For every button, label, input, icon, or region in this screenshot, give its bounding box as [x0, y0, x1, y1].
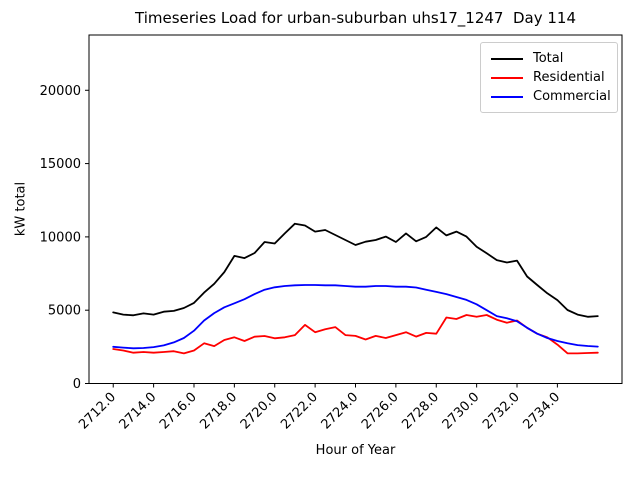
legend-label: Residential: [533, 70, 605, 85]
legend-entry: Residential: [491, 68, 609, 87]
y-tick-label: 15000: [40, 157, 81, 172]
y-tick-label: 10000: [40, 230, 81, 245]
legend-line-sample: [491, 95, 523, 98]
x-tick-label: 2716.0: [157, 390, 200, 433]
legend: Total Residential Commercial: [480, 42, 618, 113]
x-tick-label: 2724.0: [319, 390, 362, 433]
y-axis-label: kW total: [13, 181, 29, 237]
x-tick-label: 2712.0: [76, 390, 119, 433]
x-tick-label: 2722.0: [278, 390, 321, 433]
x-axis-label: Hour of Year: [315, 443, 396, 458]
legend-line-sample: [491, 76, 523, 79]
x-tick-label: 2728.0: [399, 390, 442, 433]
x-tick-label: 2714.0: [117, 390, 160, 433]
y-tick-label: 5000: [48, 304, 81, 319]
legend-entry: Total: [491, 49, 609, 68]
chart-title: Timeseries Load for urban-suburban uhs17…: [135, 9, 576, 27]
legend-label: Total: [533, 51, 564, 66]
legend-line-sample: [491, 57, 523, 60]
x-tick-label: 2732.0: [480, 390, 523, 433]
legend-label: Commercial: [533, 89, 611, 104]
series-line-total: [112, 222, 599, 318]
series-line-commercial: [112, 284, 599, 350]
x-tick-label: 2726.0: [359, 390, 402, 433]
series-line-residential: [112, 314, 599, 355]
x-tick-label: 2718.0: [197, 390, 240, 433]
x-tick-label: 2734.0: [520, 390, 563, 433]
x-tick-label: 2720.0: [238, 390, 281, 433]
legend-entry: Commercial: [491, 87, 611, 106]
y-tick-label: 0: [73, 377, 81, 392]
x-tick-label: 2730.0: [440, 390, 483, 433]
y-tick-label: 20000: [40, 84, 81, 99]
